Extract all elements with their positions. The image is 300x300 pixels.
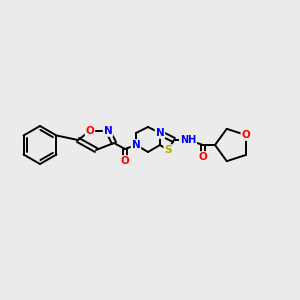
Text: N: N — [103, 126, 112, 136]
Text: N: N — [132, 140, 140, 150]
Text: N: N — [156, 128, 164, 138]
Text: O: O — [242, 130, 250, 140]
Text: O: O — [199, 152, 207, 162]
Text: O: O — [121, 156, 129, 166]
Text: O: O — [85, 126, 94, 136]
Text: NH: NH — [180, 135, 196, 145]
Text: S: S — [164, 145, 172, 155]
